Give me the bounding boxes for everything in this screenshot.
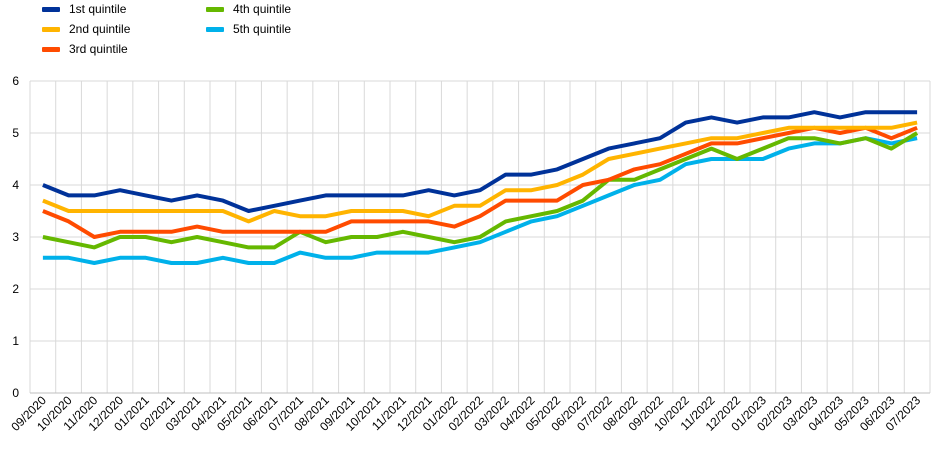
- legend-label-4th-quintile: 4th quintile: [233, 2, 292, 16]
- series-line-3rd-quintile: [42, 125, 918, 239]
- legend-label-1st-quintile: 1st quintile: [69, 2, 127, 16]
- legend-swatch-2nd-quintile: [42, 26, 60, 32]
- series-line-5th-quintile: [42, 136, 918, 265]
- legend-item-1st-quintile: 1st quintile: [42, 0, 126, 18]
- legend-label-2nd-quintile: 2nd quintile: [69, 22, 131, 36]
- legend-item-5th-quintile: 5th quintile: [206, 20, 291, 38]
- legend-swatch-1st-quintile: [42, 6, 60, 12]
- series-lines: [42, 110, 919, 265]
- y-tick-label: 2: [12, 282, 19, 296]
- legend-item-4th-quintile: 4th quintile: [206, 0, 291, 18]
- legend-label-5th-quintile: 5th quintile: [233, 22, 292, 36]
- y-axis-ticks: 0 1 2 3 4 5 6: [12, 74, 19, 400]
- y-tick-label: 1: [12, 334, 19, 348]
- y-tick-label: 0: [12, 386, 19, 400]
- x-axis-ticks: 09/202010/202011/202012/202001/202102/20…: [8, 393, 923, 434]
- series-line-2nd-quintile: [42, 120, 918, 224]
- series-line-4th-quintile: [42, 131, 919, 250]
- legend-item-3rd-quintile: 3rd quintile: [42, 40, 128, 58]
- legend-swatch-5th-quintile: [206, 26, 224, 32]
- y-tick-label: 6: [12, 74, 19, 88]
- y-tick-label: 4: [12, 178, 19, 192]
- y-tick-label: 5: [12, 126, 19, 140]
- series-line-1st-quintile: [42, 110, 918, 213]
- legend-label-3rd-quintile: 3rd quintile: [69, 42, 128, 56]
- legend-swatch-4th-quintile: [206, 6, 224, 12]
- legend-item-2nd-quintile: 2nd quintile: [42, 20, 130, 38]
- chart-legend: 1st quintile 2nd quintile 3rd quintile 4…: [0, 0, 944, 60]
- legend-swatch-3rd-quintile: [42, 46, 60, 52]
- y-tick-label: 3: [12, 230, 19, 244]
